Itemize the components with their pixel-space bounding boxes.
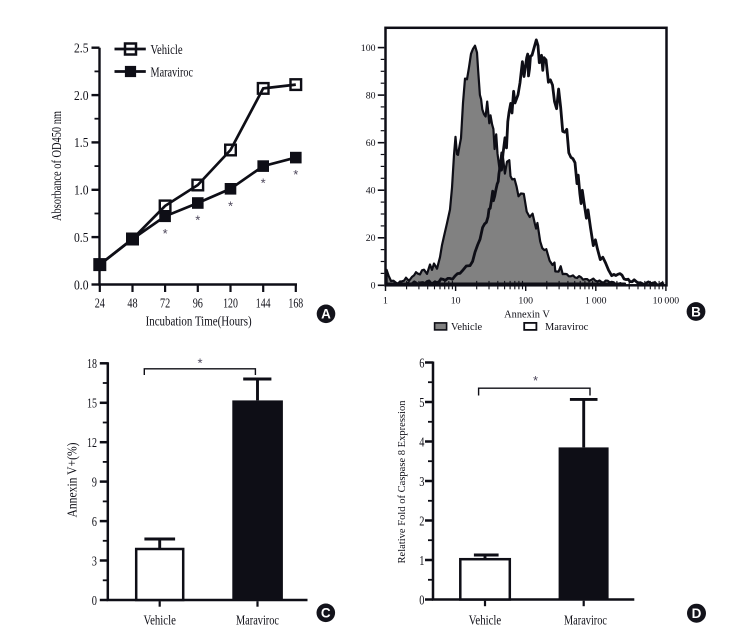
svg-text:1.0: 1.0 [74,184,89,199]
svg-text:3: 3 [92,554,97,569]
svg-text:48: 48 [127,297,137,312]
svg-text:Maraviroc: Maraviroc [151,65,194,80]
svg-text:10 000: 10 000 [653,296,680,307]
svg-text:24: 24 [95,297,105,312]
svg-text:168: 168 [288,297,303,312]
svg-text:Vehicle: Vehicle [151,43,183,58]
svg-text:*: * [533,373,538,388]
svg-text:20: 20 [366,233,376,244]
svg-text:Vehicle: Vehicle [144,614,176,629]
svg-text:Vehicle: Vehicle [469,614,501,629]
svg-text:96: 96 [193,297,203,312]
svg-text:*: * [293,167,298,182]
svg-text:D: D [692,606,702,621]
svg-text:40: 40 [366,186,376,197]
svg-text:Maraviroc: Maraviroc [545,322,589,333]
svg-text:0: 0 [92,594,97,609]
svg-text:*: * [163,226,168,241]
svg-text:120: 120 [223,297,238,312]
svg-text:1 000: 1 000 [585,296,607,307]
svg-text:C: C [321,606,331,621]
svg-text:5: 5 [419,396,424,411]
svg-text:Maraviroc: Maraviroc [564,614,607,629]
svg-text:Relative Fold of Caspase 8 Exp: Relative Fold of Caspase 8 Expression [396,400,408,563]
svg-text:6: 6 [92,515,97,530]
svg-text:80: 80 [366,91,376,102]
svg-text:3: 3 [419,475,424,490]
svg-text:6: 6 [419,356,424,371]
svg-text:15: 15 [87,397,97,412]
svg-text:A: A [321,307,331,322]
svg-text:9: 9 [92,475,97,490]
svg-text:Absorbance of OD450 nm: Absorbance of OD450 nm [49,110,64,221]
svg-text:Annexin V+(%): Annexin V+(%) [65,443,80,518]
svg-text:B: B [691,304,701,319]
svg-text:1.5: 1.5 [74,136,89,151]
svg-text:*: * [228,198,233,213]
svg-text:0: 0 [371,281,376,292]
svg-text:144: 144 [256,297,271,312]
svg-text:4: 4 [419,435,424,450]
svg-text:Vehicle: Vehicle [451,322,483,333]
svg-text:0: 0 [419,593,424,608]
svg-text:12: 12 [87,436,97,451]
svg-text:2.5: 2.5 [74,42,89,57]
svg-text:Annexin V: Annexin V [504,310,550,321]
svg-text:0.0: 0.0 [74,278,89,293]
svg-text:10: 10 [451,296,461,307]
svg-text:1: 1 [383,296,388,307]
svg-text:Maraviroc: Maraviroc [236,614,279,629]
svg-text:100: 100 [518,296,533,307]
svg-text:1: 1 [419,554,424,569]
svg-text:72: 72 [160,297,170,312]
svg-text:*: * [261,176,266,191]
svg-text:2.0: 2.0 [74,89,89,104]
svg-text:*: * [195,213,200,228]
svg-text:18: 18 [87,357,97,372]
svg-text:Incubation Time(Hours): Incubation Time(Hours) [146,315,252,330]
svg-text:2: 2 [419,514,424,529]
svg-text:*: * [197,355,202,370]
svg-text:60: 60 [366,138,376,149]
svg-text:0.5: 0.5 [74,231,89,246]
svg-text:100: 100 [361,43,376,54]
